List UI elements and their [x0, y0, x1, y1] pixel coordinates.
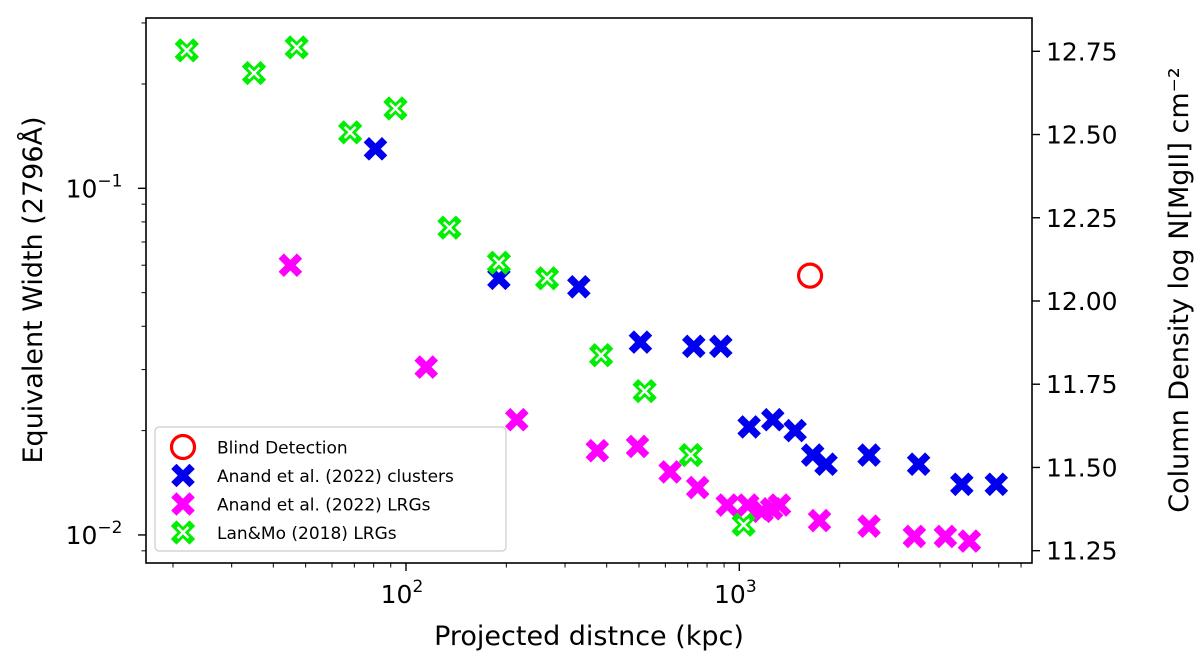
x-tick-label: 103 — [714, 577, 757, 609]
legend: Blind Detection Anand et al. (2022) clust… — [154, 426, 507, 552]
right-y-tick-label: 11.75 — [1046, 370, 1118, 399]
anand-et-al-2022-lrgs-point — [278, 253, 303, 278]
right-y-tick-label: 12.75 — [1046, 37, 1118, 66]
anand-et-al-2022-lrgs-point — [933, 524, 958, 549]
anand-et-al-2022-lrgs-point — [902, 524, 927, 549]
lan-mo-2018-lrgs-point — [284, 35, 309, 60]
anand-et-al-2022-lrgs-point — [658, 460, 682, 484]
anand-et-al-2022-lrgs-point — [767, 493, 792, 517]
anand-et-al-2022-clusters-point — [950, 472, 974, 497]
legend-marker — [169, 433, 197, 461]
anand-et-al-2022-lrgs-point — [414, 355, 439, 379]
legend-marker — [171, 492, 195, 516]
anand-et-al-2022-clusters-point — [814, 452, 838, 476]
y-tick-label: 10−1 — [66, 171, 123, 203]
lan-mo-2018-lrgs-point — [678, 442, 703, 468]
legend-label: Anand et al. (2022) clusters — [217, 467, 454, 487]
anand-et-al-2022-clusters-point — [783, 418, 807, 443]
right-y-tick-label: 12.00 — [1046, 287, 1118, 316]
anand-et-al-2022-clusters-point — [487, 266, 511, 291]
anand-et-al-2022-lrgs-point — [685, 475, 710, 500]
legend-marker — [170, 520, 196, 545]
right-y-tick-label: 11.50 — [1046, 453, 1118, 482]
anand-et-al-2022-clusters-point — [363, 137, 388, 161]
data-marks — [174, 35, 1009, 553]
lan-mo-2018-lrgs-point — [632, 378, 657, 404]
x-axis-label: Projected distnce (kpc) — [434, 621, 744, 652]
anand-et-al-2022-clusters-point — [681, 334, 706, 359]
legend-box — [154, 426, 507, 552]
right-y-tick-label: 12.25 — [1046, 204, 1118, 233]
anand-et-al-2022-lrgs-point — [857, 514, 881, 538]
anand-et-al-2022-clusters-point — [737, 415, 761, 439]
lan-mo-2018-lrgs-point — [588, 343, 614, 368]
lan-mo-2018-lrgs-point — [534, 266, 560, 291]
anand-et-al-2022-lrgs-point — [585, 438, 610, 463]
lan-mo-2018-lrgs-point — [174, 38, 199, 63]
anand-et-al-2022-clusters-point — [984, 472, 1009, 497]
legend-label: Anand et al. (2022) LRGs — [217, 496, 431, 516]
right-y-tick-label: 12.50 — [1046, 121, 1118, 150]
anand-et-al-2022-clusters-point — [906, 452, 931, 476]
lan-mo-2018-lrgs-point — [731, 512, 756, 537]
lan-mo-2018-lrgs-point — [383, 96, 408, 121]
anand-et-al-2022-lrgs-point — [735, 493, 760, 517]
right-y-axis-label: Column Density log N[MgII] cm⁻² — [1164, 67, 1195, 512]
lan-mo-2018-lrgs-point — [486, 250, 512, 275]
anand-et-al-2022-lrgs-point — [625, 434, 650, 459]
anand-et-al-2022-clusters-point — [709, 334, 733, 359]
lan-mo-2018-lrgs-point — [437, 215, 462, 240]
anand-et-al-2022-lrgs-point — [504, 407, 529, 432]
axis-ticks: 102 103 10−1 10−2 11.25 11.50 11.75 12.00 12.25 1… — [66, 22, 1118, 609]
lan-mo-2018-lrgs-point — [241, 60, 267, 86]
y-axis-label: Equivalent Width (2796Å) — [17, 116, 49, 463]
plot-frame — [145, 17, 1033, 564]
anand-et-al-2022-lrgs-point — [715, 493, 740, 517]
lan-mo-2018-lrgs-point — [337, 120, 363, 145]
blind-detection-point — [796, 262, 824, 289]
legend-label: Blind Detection — [217, 439, 348, 459]
legend-marker — [171, 463, 195, 488]
anand-et-al-2022-clusters-point — [628, 330, 653, 354]
anand-et-al-2022-clusters-point — [567, 274, 591, 299]
anand-et-al-2022-clusters-point — [857, 443, 881, 467]
anand-et-al-2022-clusters-point — [760, 407, 785, 432]
legend-label: Lan&Mo (2018) LRGs — [217, 524, 397, 544]
right-y-tick-label: 11.25 — [1046, 537, 1118, 566]
y-tick-label: 10−2 — [66, 518, 123, 550]
anand-et-al-2022-lrgs-point — [807, 508, 832, 533]
anand-et-al-2022-lrgs-point — [957, 529, 982, 553]
x-tick-label: 102 — [381, 577, 424, 609]
